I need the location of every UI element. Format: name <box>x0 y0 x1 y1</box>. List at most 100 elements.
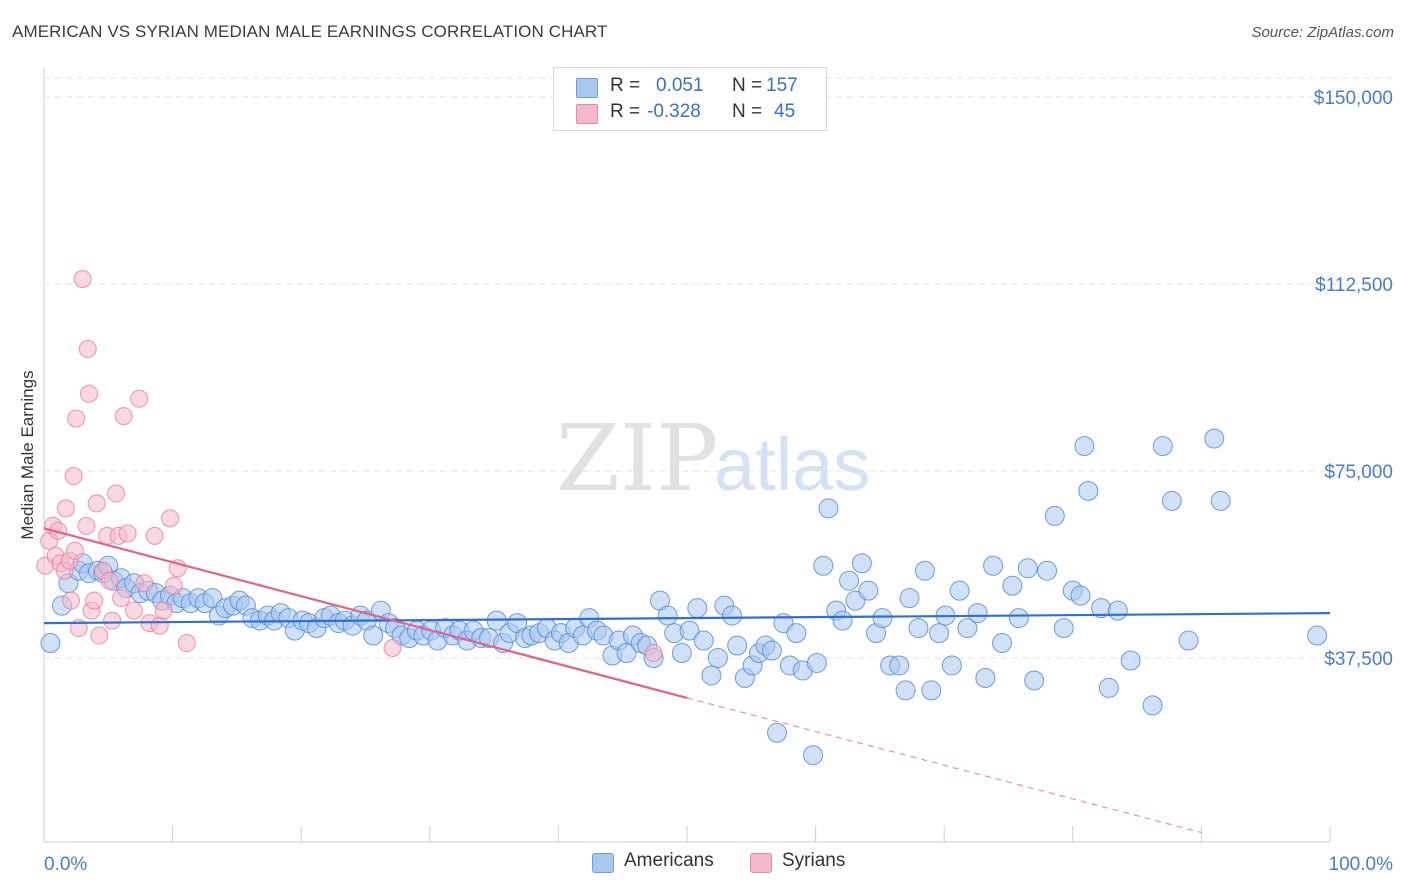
american-point <box>899 588 920 609</box>
syrian-point <box>73 270 92 289</box>
syrian-point <box>150 616 169 635</box>
syrians-legend-swatch <box>750 853 772 873</box>
syrian-point <box>56 499 75 518</box>
american-point <box>761 640 782 661</box>
american-point <box>767 722 788 743</box>
syrian-point <box>103 611 122 630</box>
american-point <box>851 553 872 574</box>
legend-row-americans: R = 0.051 N = 157 <box>576 75 816 101</box>
american-point <box>1204 428 1225 449</box>
syrians-trend-extension <box>686 697 1202 834</box>
watermark: ZIP atlas <box>556 405 870 512</box>
y-tick-label: $37,500 <box>1324 649 1393 670</box>
american-point <box>983 555 1004 576</box>
legend-n-label: N = <box>732 75 763 96</box>
american-point <box>657 605 678 626</box>
syrian-point <box>154 601 173 620</box>
syrians-swatch <box>576 104 598 124</box>
american-point <box>1070 585 1091 606</box>
american-point <box>693 630 714 651</box>
american-point <box>1161 490 1182 511</box>
syrian-point <box>644 644 663 663</box>
american-point <box>40 633 61 654</box>
y-tick-label: $75,000 <box>1324 462 1393 483</box>
legend-r-label: R = <box>610 101 641 122</box>
syrian-point <box>67 409 86 428</box>
syrian-point <box>80 384 99 403</box>
american-point <box>929 623 950 644</box>
american-point <box>1008 608 1029 629</box>
correlation-legend: R = 0.051 N = 157 R = -0.328 N = 45 <box>553 67 827 131</box>
syrian-point <box>85 591 104 610</box>
syrian-point <box>145 526 164 545</box>
legend-n-label: N = <box>732 101 763 122</box>
american-point <box>889 655 910 676</box>
american-point <box>908 618 929 639</box>
chart-title: AMERICAN VS SYRIAN MEDIAN MALE EARNINGS … <box>12 22 608 41</box>
american-point <box>1152 436 1173 457</box>
american-point <box>1120 650 1141 671</box>
syrians-trend-line <box>43 527 688 699</box>
american-point <box>616 643 637 664</box>
y-tick-labels: $37,500 $75,000 $112,500 $150,000 <box>1314 88 1393 670</box>
watermark-atlas: atlas <box>714 423 870 506</box>
american-point <box>363 625 384 646</box>
american-point <box>786 623 807 644</box>
american-point <box>679 620 700 641</box>
watermark-zip: ZIP <box>556 405 718 512</box>
syrian-point <box>118 524 137 543</box>
legend-r-value: 0.051 <box>656 75 704 96</box>
american-point <box>1044 505 1065 526</box>
syrian-point <box>64 466 83 485</box>
x-tick-label: 0.0% <box>44 854 87 875</box>
american-point <box>1142 695 1163 716</box>
american-point <box>701 665 722 686</box>
y-tick-label: $112,500 <box>1315 275 1393 296</box>
american-point <box>806 652 827 673</box>
legend-n-value: 45 <box>774 101 796 122</box>
american-point <box>957 618 978 639</box>
american-point <box>1078 480 1099 501</box>
americans-trend-line <box>43 612 1331 625</box>
american-point <box>671 643 692 664</box>
american-point <box>895 680 916 701</box>
syrian-point <box>161 509 180 528</box>
american-point <box>1053 618 1074 639</box>
syrian-point <box>125 601 144 620</box>
x-tick-label: 100.0% <box>1329 854 1394 875</box>
syrian-point <box>177 634 196 653</box>
american-point <box>1017 558 1038 579</box>
legend-n-value: 157 <box>766 75 798 96</box>
legend-r-label: R = <box>610 75 641 96</box>
american-point <box>832 610 853 631</box>
americans-swatch <box>576 78 598 98</box>
syrian-point <box>90 626 109 645</box>
american-point <box>813 555 834 576</box>
american-point <box>722 605 743 626</box>
source-credit: Source: ZipAtlas.com <box>1251 24 1394 41</box>
american-point <box>858 580 879 601</box>
syrian-point <box>107 484 126 503</box>
american-point <box>687 598 708 619</box>
american-point <box>1178 630 1199 651</box>
american-point <box>967 603 988 624</box>
american-point <box>803 745 824 766</box>
american-point <box>872 608 893 629</box>
americans-legend-swatch <box>592 853 614 873</box>
american-point <box>839 570 860 591</box>
trend-lines <box>43 527 1331 834</box>
american-point <box>1098 677 1119 698</box>
y-tick-label: $150,000 <box>1314 88 1393 109</box>
syrian-point <box>77 516 96 535</box>
syrian-point <box>164 576 183 595</box>
grid-lines <box>44 77 1396 659</box>
american-point <box>975 667 996 688</box>
american-point <box>1037 560 1058 581</box>
american-point <box>1024 670 1045 691</box>
american-point <box>1002 575 1023 596</box>
americans-legend-label: Americans <box>624 850 714 871</box>
syrian-point <box>383 639 402 658</box>
american-point <box>992 633 1013 654</box>
syrian-point <box>112 589 131 608</box>
